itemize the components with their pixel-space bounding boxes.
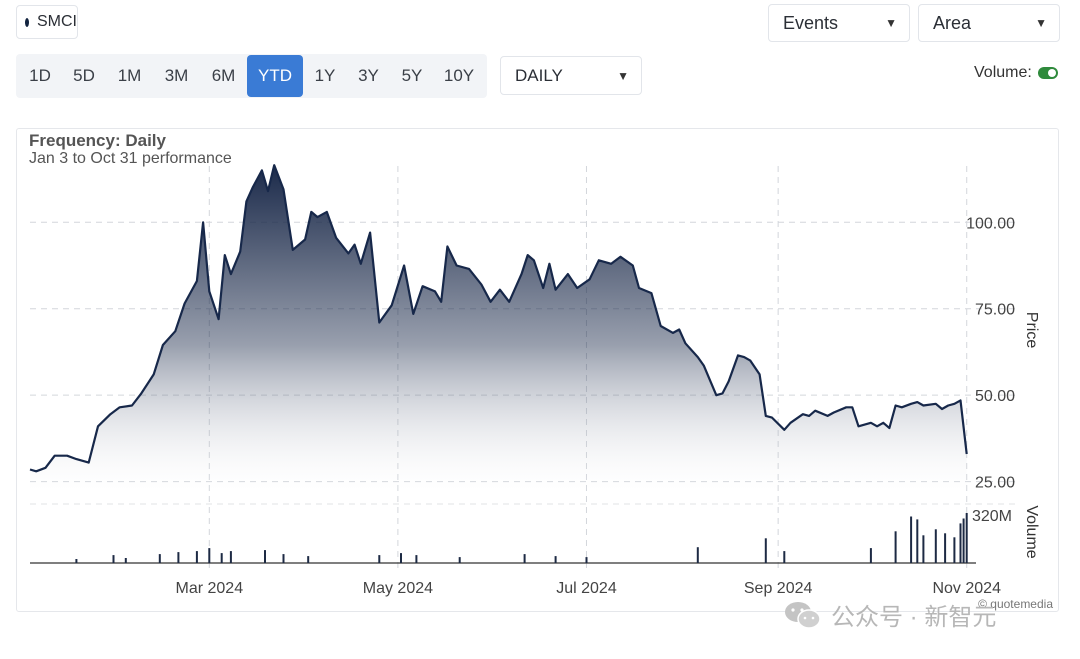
quotemedia-credit: © quotemedia xyxy=(978,597,1053,611)
volume-bar xyxy=(124,558,127,563)
volume-bar xyxy=(585,557,588,563)
volume-bar xyxy=(916,519,919,563)
watermark: 公众号 · 新智元 xyxy=(783,597,996,632)
volume-bar xyxy=(965,513,968,563)
volume-bar xyxy=(962,518,965,563)
volume-bar xyxy=(764,538,767,564)
volume-bar xyxy=(696,547,699,563)
wechat-icon xyxy=(785,601,821,629)
volume-axis-title: Volume xyxy=(1023,505,1040,558)
price-area xyxy=(30,165,967,492)
toggle-switch-icon[interactable] xyxy=(1037,67,1058,79)
frequency-label: Frequency: Daily xyxy=(29,131,166,150)
volume-bar xyxy=(195,551,198,563)
volume-bar xyxy=(177,552,180,563)
volume-bar xyxy=(523,554,526,563)
chart-type-dropdown[interactable]: Area ▼ xyxy=(918,4,1060,42)
range-button-6m[interactable]: 6M xyxy=(211,66,236,85)
range-button-1m[interactable]: 1M xyxy=(117,66,142,85)
range-button-ytd[interactable]: YTD xyxy=(247,55,303,97)
performance-label: Jan 3 to Oct 31 performance xyxy=(29,150,232,167)
range-selector: 1D 5D 1M 3M 6M YTD 1Y 3Y 5Y 10Y xyxy=(16,54,487,98)
frequency-dropdown[interactable]: DAILY ▼ xyxy=(500,56,642,95)
date-tick-label: Nov 2024 xyxy=(932,580,1001,597)
symbol-pill[interactable]: SMCI xyxy=(16,5,78,39)
volume-toggle[interactable]: Volume: xyxy=(974,64,1058,82)
volume-bar xyxy=(307,556,310,563)
volume-bar xyxy=(934,529,937,563)
volume-bar xyxy=(75,559,78,563)
volume-bar xyxy=(953,537,956,563)
range-button-3y[interactable]: 3Y xyxy=(358,66,379,85)
volume-bar xyxy=(869,548,872,563)
price-line[interactable] xyxy=(29,164,968,473)
price-axis-title: Price xyxy=(1023,312,1040,349)
price-tick-label: 50.00 xyxy=(975,388,1015,405)
range-button-3m[interactable]: 3M xyxy=(164,66,189,85)
volume-bar xyxy=(220,553,223,563)
events-label: Events xyxy=(783,12,839,33)
date-tick-label: Jul 2024 xyxy=(556,580,617,597)
frequency-select-label: DAILY xyxy=(515,65,563,85)
series-dot-icon xyxy=(25,17,29,27)
volume-bar xyxy=(378,555,381,563)
volume-bar xyxy=(458,557,461,563)
chevron-down-icon: ▼ xyxy=(617,68,629,83)
range-button-5y[interactable]: 5Y xyxy=(401,66,423,85)
volume-bar xyxy=(894,531,897,563)
chevron-down-icon: ▼ xyxy=(1035,16,1047,30)
volume-bar xyxy=(400,553,402,563)
range-button-5d[interactable]: 5D xyxy=(73,66,95,85)
volume-bar xyxy=(282,554,285,563)
range-button-1d[interactable]: 1D xyxy=(29,66,51,85)
price-tick-label: 75.00 xyxy=(975,302,1015,319)
volume-bar xyxy=(910,516,913,563)
price-tick-label: 25.00 xyxy=(975,475,1015,492)
volume-tick-label: 320M xyxy=(972,508,1012,525)
symbol-label: SMCI xyxy=(37,13,77,30)
price-tick-label: 100.00 xyxy=(966,215,1015,232)
date-tick-label: Sep 2024 xyxy=(744,580,813,597)
chevron-down-icon: ▼ xyxy=(885,16,897,30)
volume-bar xyxy=(415,555,418,563)
volume-bar xyxy=(554,556,557,563)
range-button-10y[interactable]: 10Y xyxy=(443,66,475,85)
volume-bar xyxy=(112,555,115,563)
watermark-text: 公众号 · 新智元 xyxy=(831,604,997,631)
volume-bar xyxy=(264,550,266,563)
volume-bar xyxy=(959,523,962,563)
chart-type-label: Area xyxy=(933,12,972,33)
volume-toggle-label: Volume: xyxy=(974,64,1032,81)
volume-bar xyxy=(783,551,786,563)
volume-bar xyxy=(208,548,211,563)
volume-bar xyxy=(922,535,925,563)
volume-bar xyxy=(158,554,161,563)
volume-bar xyxy=(944,533,947,563)
date-tick-label: May 2024 xyxy=(363,580,433,597)
range-button-1y[interactable]: 1Y xyxy=(314,66,336,85)
date-tick-label: Mar 2024 xyxy=(176,580,244,597)
volume-bar xyxy=(229,551,232,563)
events-dropdown[interactable]: Events ▼ xyxy=(768,4,910,42)
chart-panel xyxy=(16,128,1059,612)
